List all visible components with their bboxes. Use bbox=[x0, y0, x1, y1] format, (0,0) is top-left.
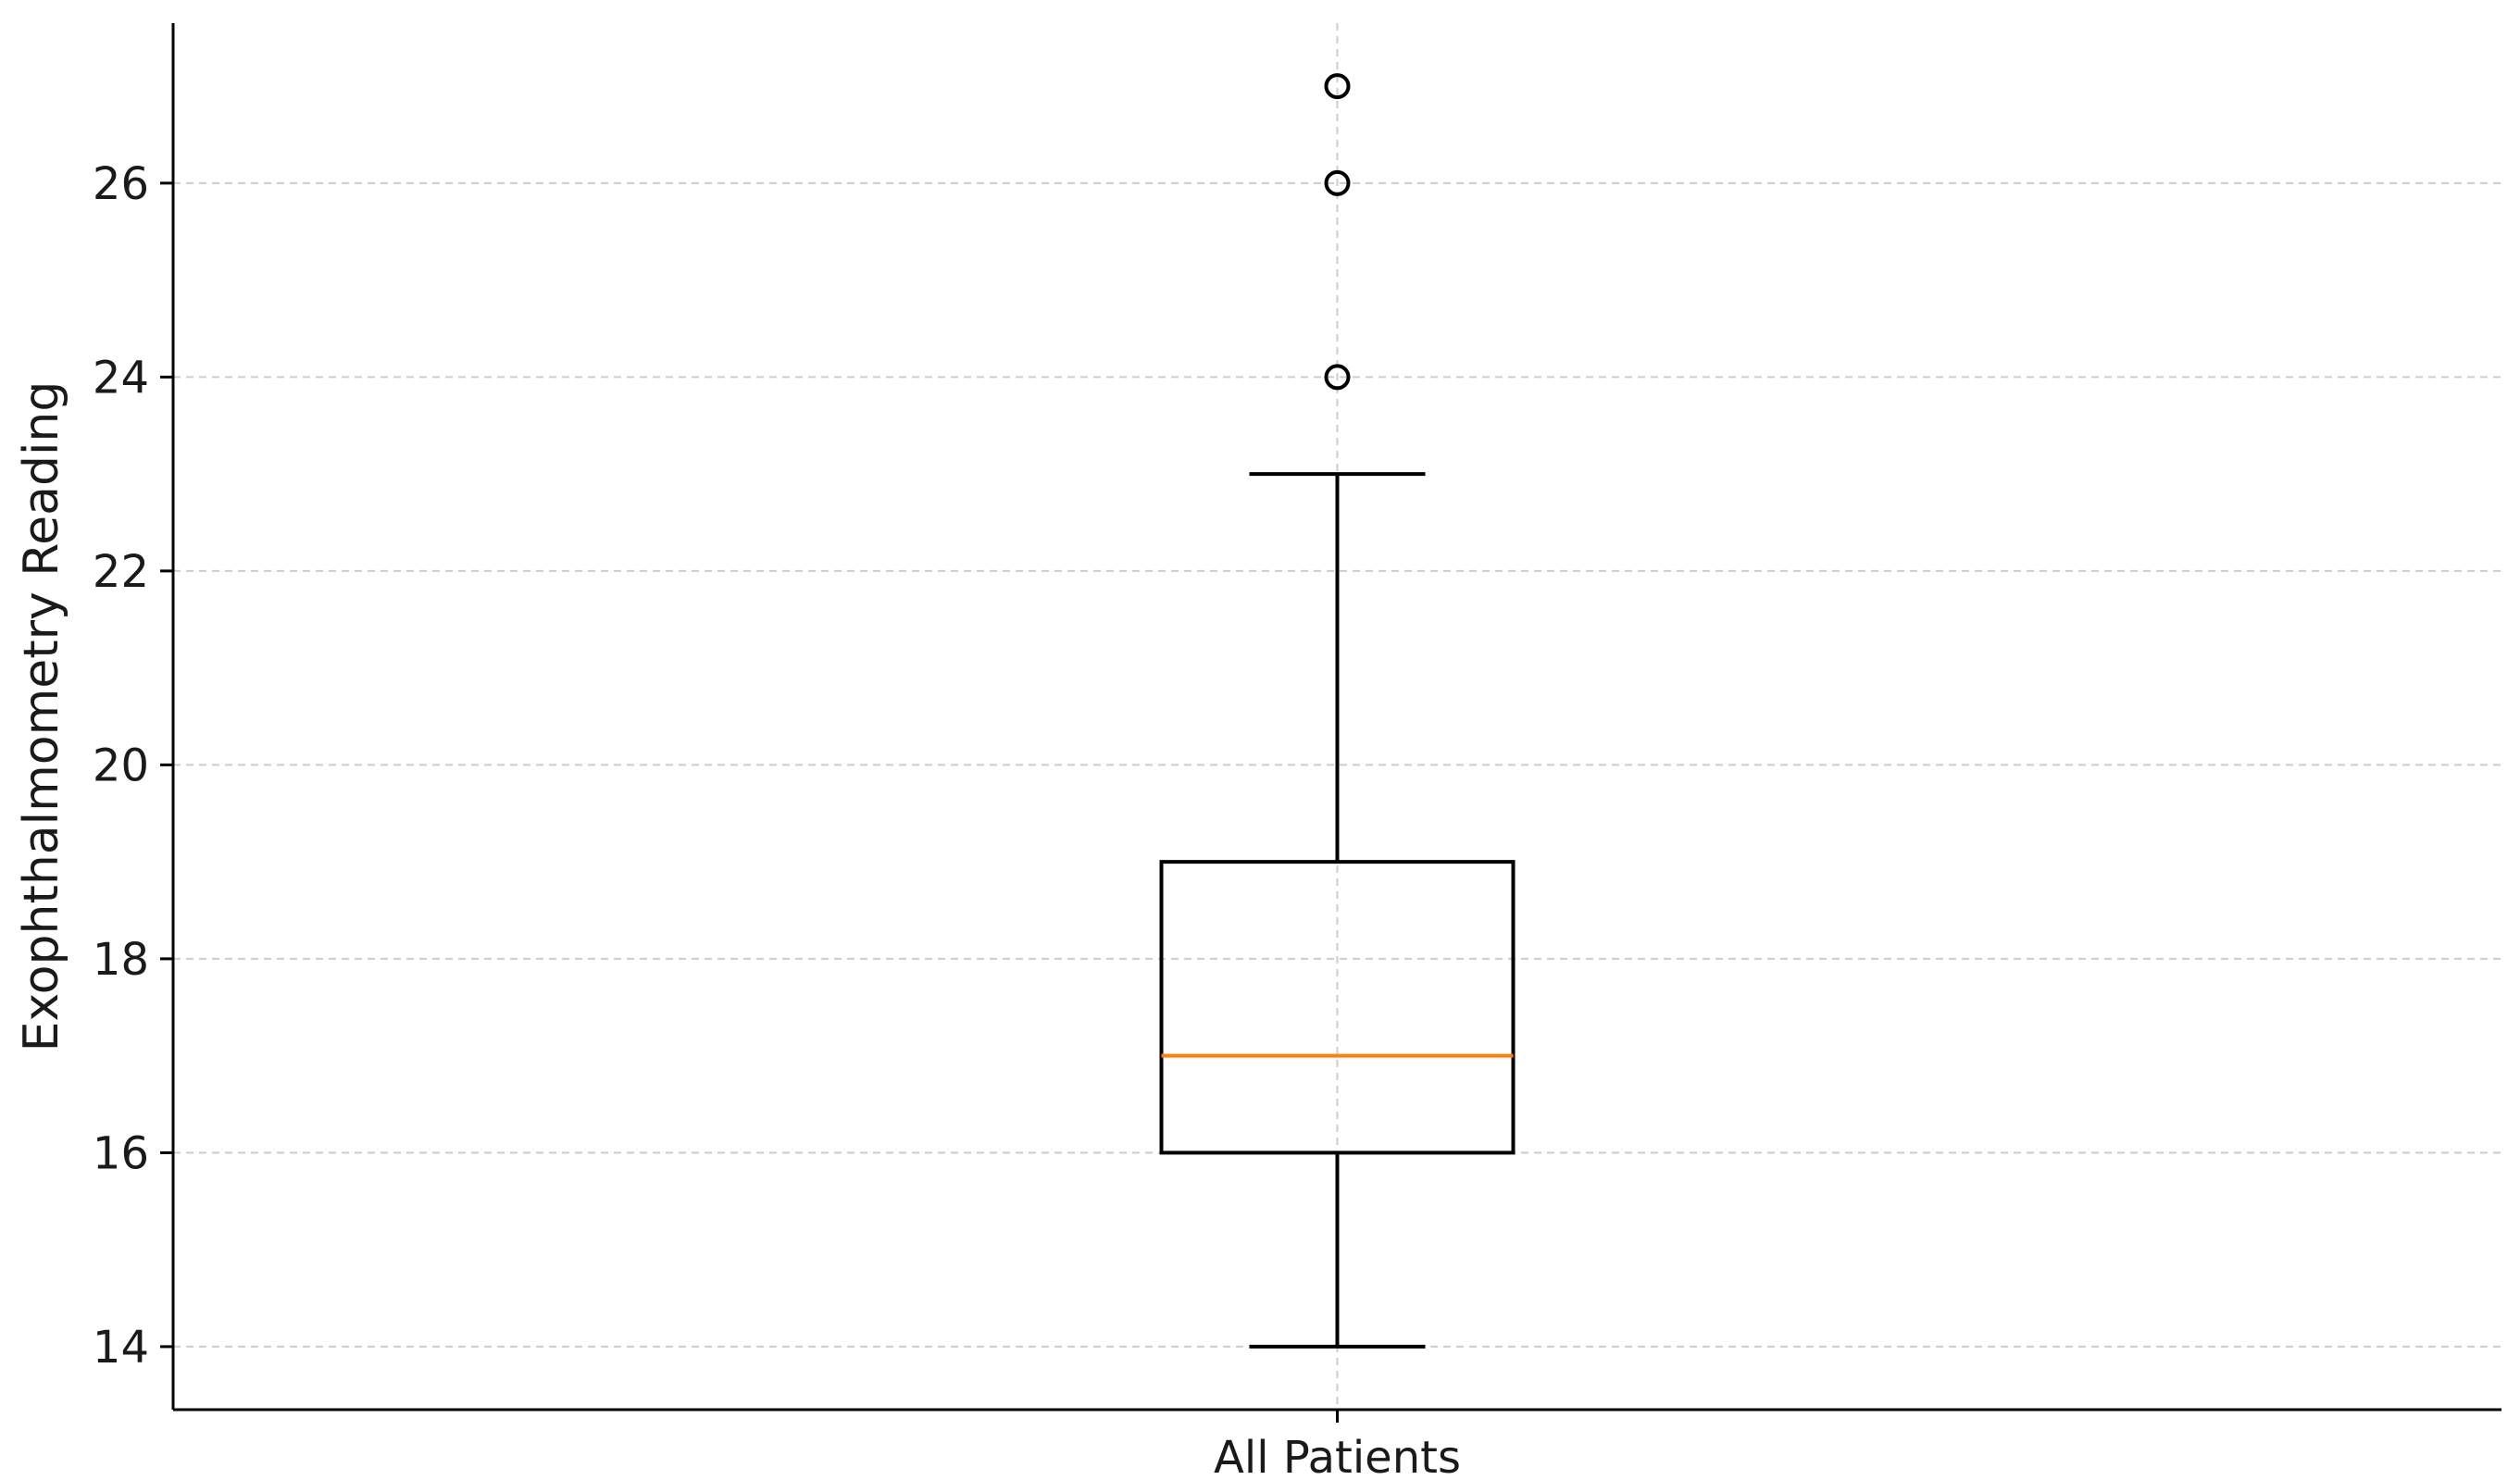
outlier-point bbox=[1324, 73, 1351, 100]
x-axis-ticks: All Patients bbox=[1214, 1410, 1461, 1480]
outlier-point bbox=[1324, 364, 1351, 391]
y-tick-label: 22 bbox=[93, 546, 149, 598]
y-tick-label: 24 bbox=[93, 352, 149, 404]
y-axis-ticks: 14 16 18 20 22 24 26 bbox=[93, 158, 173, 1374]
box-iqr bbox=[1159, 860, 1516, 1155]
y-tick-label: 26 bbox=[93, 158, 149, 210]
box-plot bbox=[1159, 73, 1516, 1349]
y-axis-label: Exophthalmometry Reading bbox=[14, 381, 69, 1052]
y-tick-label: 18 bbox=[93, 934, 149, 986]
y-tick-label: 16 bbox=[93, 1127, 149, 1179]
y-tick-label: 14 bbox=[93, 1322, 149, 1374]
outlier-point bbox=[1324, 169, 1351, 196]
x-tick-label: All Patients bbox=[1214, 1432, 1461, 1480]
y-tick-label: 20 bbox=[93, 740, 149, 791]
